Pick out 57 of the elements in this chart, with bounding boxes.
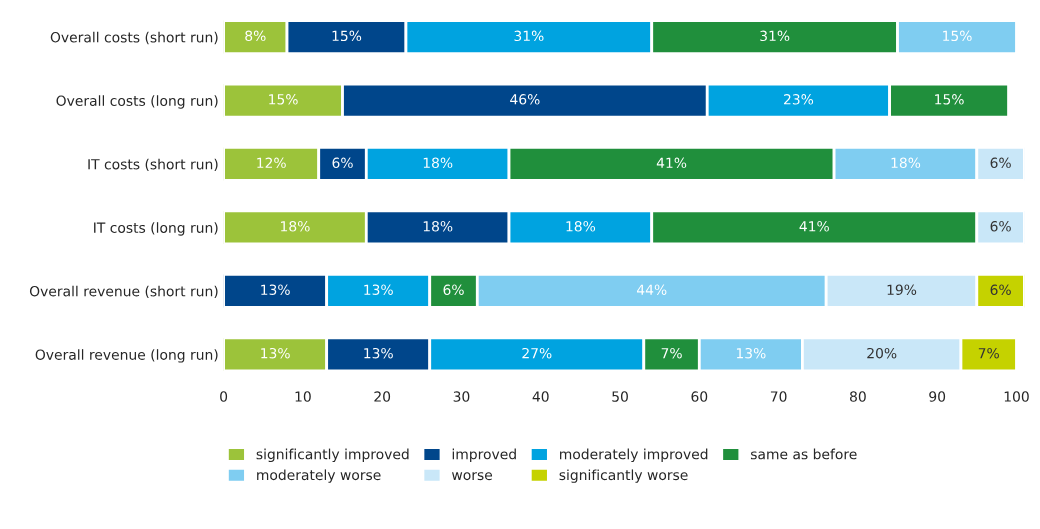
x-tick-label: 40 (532, 391, 549, 402)
x-tick-label: 50 (612, 391, 628, 402)
data-label: 20% (867, 347, 897, 359)
data-label: 13% (364, 284, 393, 295)
data-label: 6% (990, 157, 1011, 169)
data-label: 7% (661, 347, 682, 359)
data-label: 31% (514, 30, 544, 42)
x-tick-label: 60 (691, 391, 708, 402)
data-label: 12% (257, 157, 286, 169)
y-tick-label: Overall revenue (short run) (29, 285, 218, 299)
data-label: 13% (736, 347, 766, 359)
data-label: 46% (510, 94, 540, 105)
data-label: 15% (935, 94, 964, 105)
data-label: 18% (423, 220, 453, 232)
x-tick-label: 20 (374, 391, 391, 402)
legend-label: improved (452, 448, 516, 463)
y-tick-label: Overall revenue (long run) (35, 349, 218, 363)
data-label: 18% (423, 157, 453, 169)
y-tick-label: Overall costs (long run) (56, 95, 218, 109)
data-label: 6% (443, 284, 464, 295)
legend-label: significantly worse (559, 469, 688, 483)
y-tick-label: IT costs (long run) (94, 222, 218, 236)
data-label: 6% (990, 284, 1011, 295)
data-label: 8% (245, 30, 266, 42)
data-label: 31% (760, 30, 790, 42)
data-label: 6% (332, 157, 353, 169)
x-tick-label: 100 (1004, 391, 1029, 402)
data-label: 13% (261, 284, 290, 295)
data-label: 6% (990, 220, 1011, 232)
x-tick-label: 10 (295, 391, 311, 402)
data-label: 15% (332, 30, 362, 42)
legend-label: worse (452, 472, 493, 481)
data-label: 15% (269, 94, 298, 105)
data-label: 41% (656, 157, 687, 169)
data-label: 41% (799, 220, 829, 232)
data-label: 18% (566, 220, 596, 232)
legend-label: significantly improved (256, 448, 409, 463)
data-label: 13% (261, 347, 290, 359)
x-tick-label: 80 (850, 391, 866, 402)
y-tick-label: IT costs (short run) (88, 158, 218, 172)
x-tick-label: 70 (770, 391, 787, 402)
data-label: 27% (522, 347, 552, 359)
data-label: 15% (943, 30, 972, 42)
legend-label: moderately improved (560, 448, 708, 463)
data-label: 7% (978, 347, 999, 359)
data-label: 44% (636, 284, 667, 295)
x-tick-label: 90 (929, 391, 946, 402)
legend-label: same as before (750, 448, 857, 460)
data-label: 18% (281, 220, 310, 232)
data-label: 13% (364, 347, 393, 359)
x-tick-label: 0 (220, 391, 228, 402)
legend-label: moderately worse (257, 469, 381, 483)
data-label: 18% (891, 157, 921, 169)
data-label: 23% (784, 94, 814, 105)
y-tick-label: Overall costs (short run) (50, 31, 218, 45)
data-label: 19% (887, 284, 917, 295)
x-tick-label: 30 (453, 391, 470, 402)
